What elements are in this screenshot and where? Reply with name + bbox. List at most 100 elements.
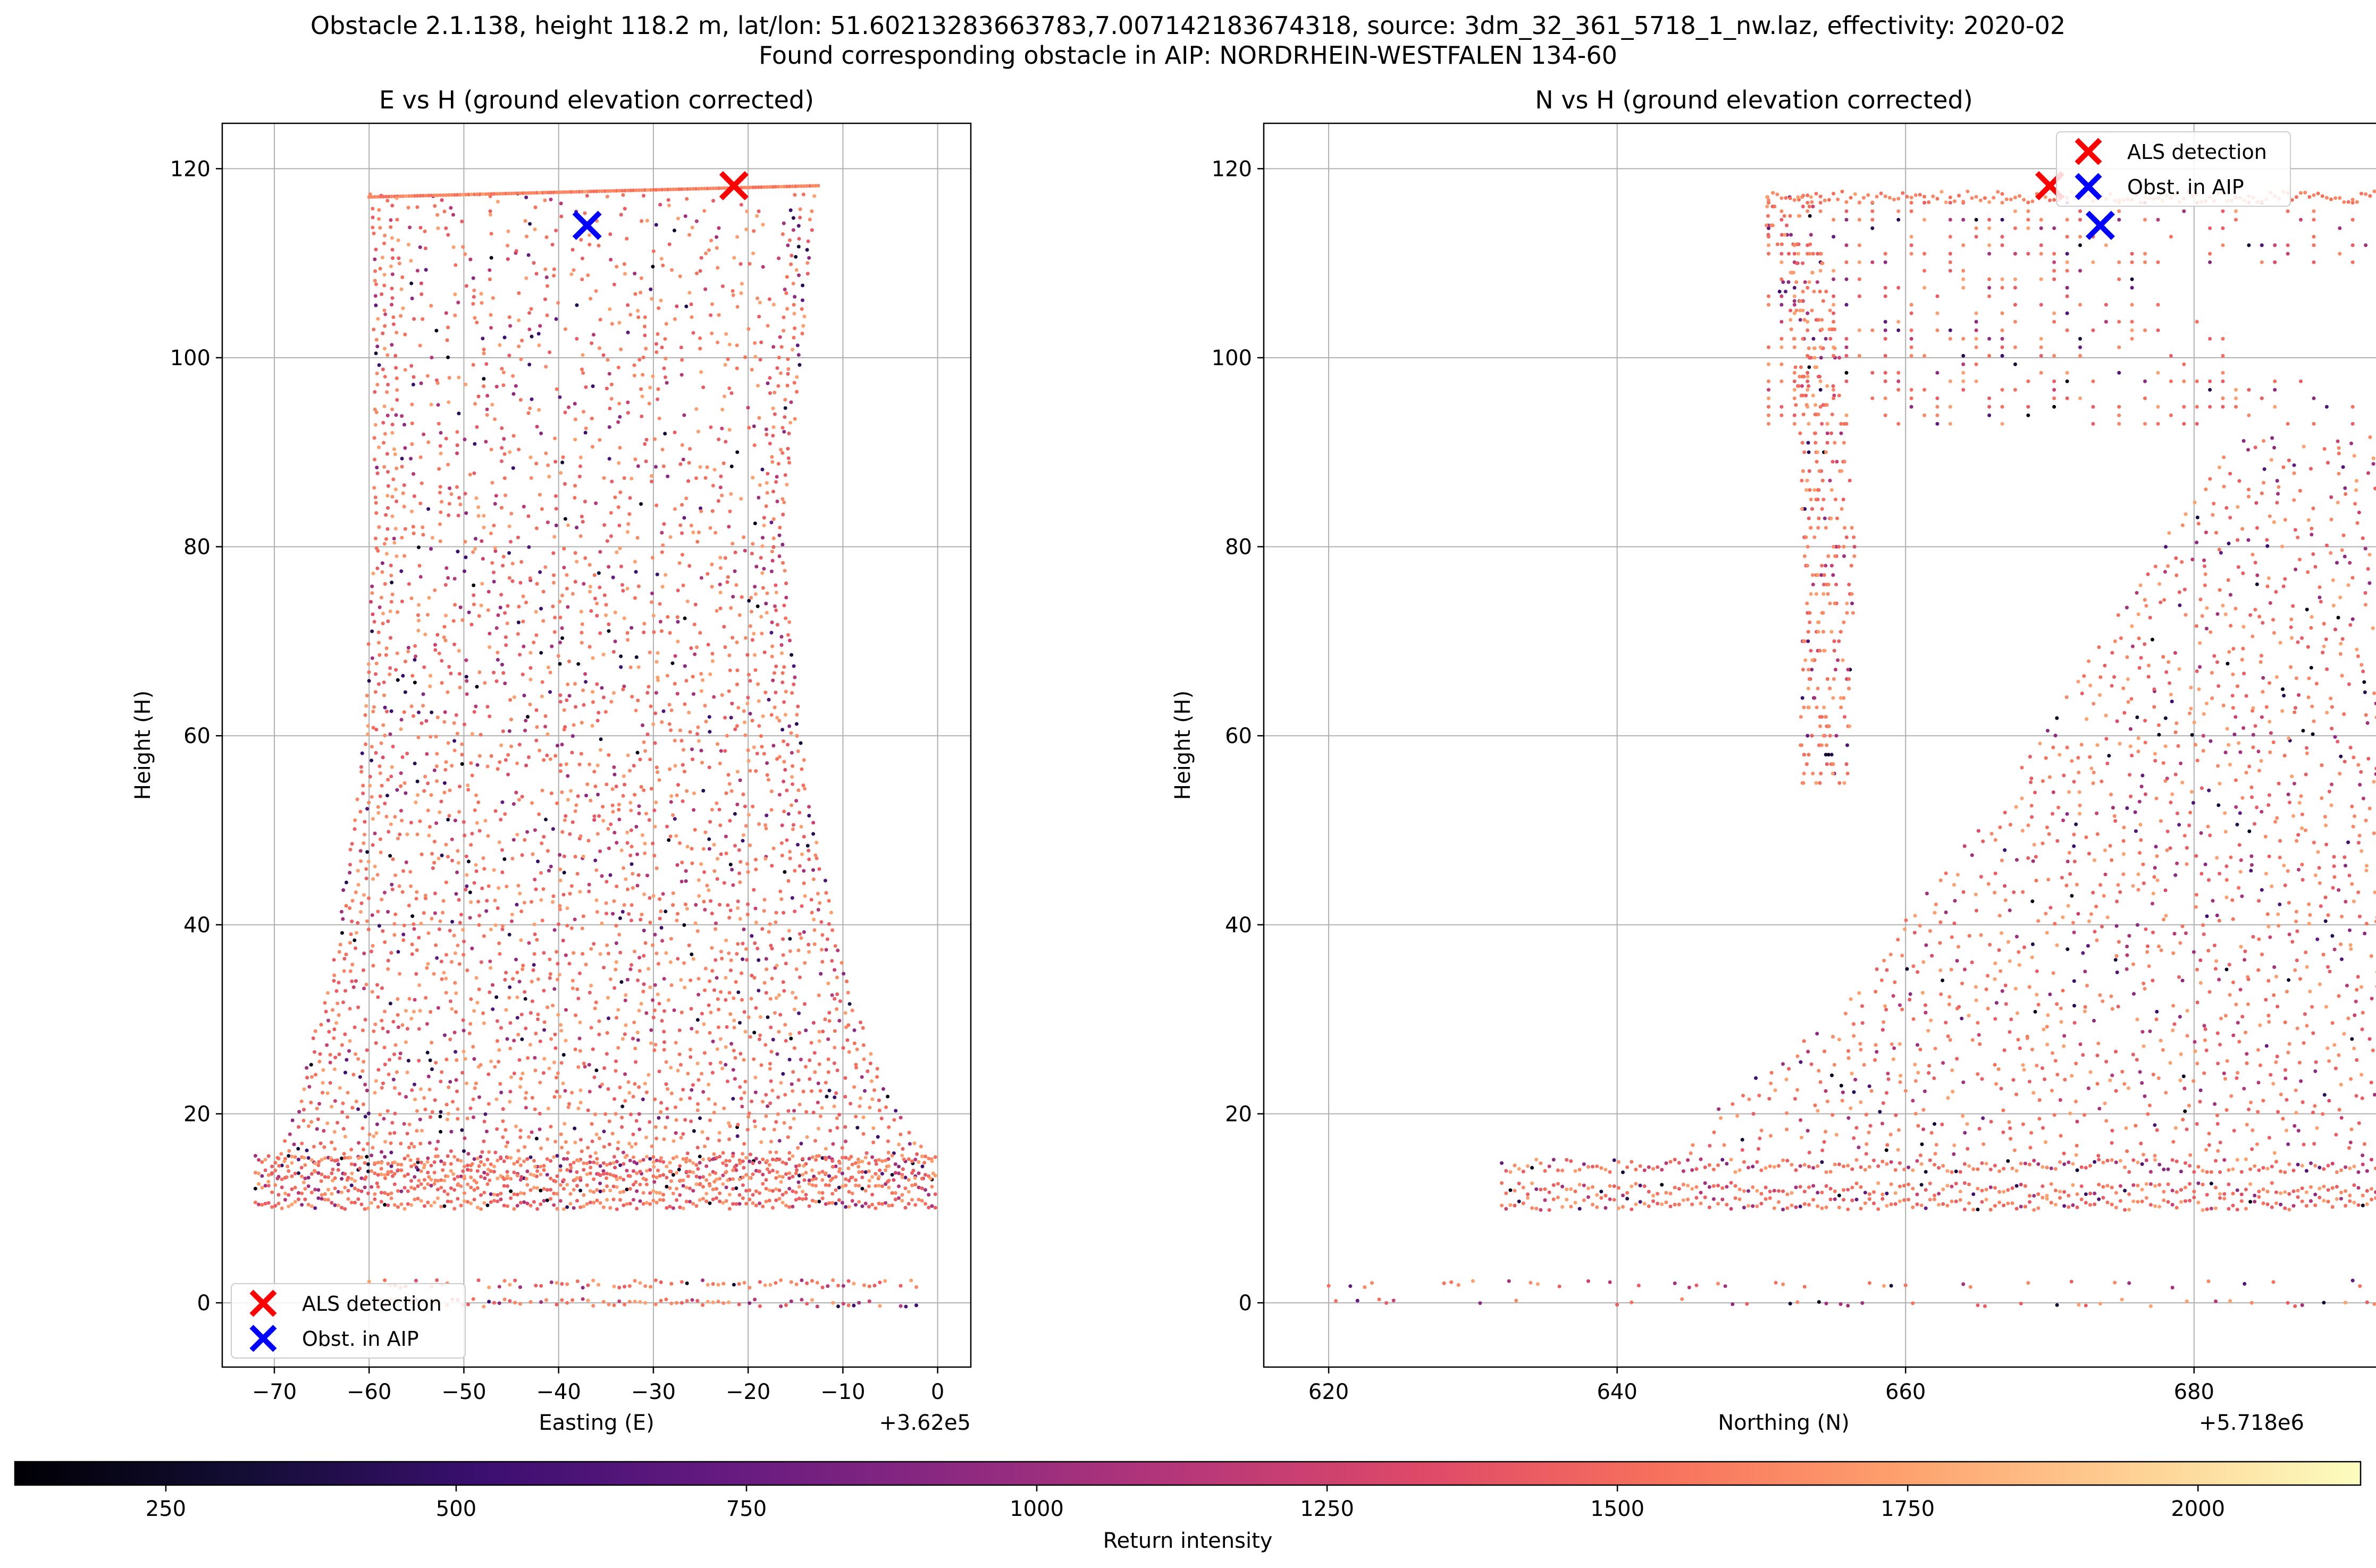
point-cloud-group [253,184,937,1308]
plot-frame [1263,122,2376,1368]
point-cloud-group [1326,189,2376,1305]
point-cloud-group [253,183,934,1308]
point-cloud-group [1844,370,2340,1152]
x-axis-offset: +5.718e6 [2199,1411,2304,1435]
point-cloud-group [1363,189,2376,1306]
figure-suptitle-line1: Obstacle 2.1.138, height 118.2 m, lat/lo… [310,11,2066,40]
colorbar-tick-label: 250 [146,1497,186,1521]
aip-obstacle-marker [572,210,602,240]
colorbar: 250 500 750 1000 1250 1500 1750 2000 Return int… [14,1461,2362,1553]
y-tick-label: 0 [197,1291,211,1316]
y-tick-label: 40 [1225,913,1252,938]
point-cloud-group [1348,200,2355,1303]
colorbar-tick-label: 750 [726,1497,767,1521]
legend-label-als: ALS detection [2127,140,2267,164]
x-tick-label: −50 [441,1380,486,1404]
y-tick-label: 40 [183,913,211,938]
als-detection-marker [719,171,749,200]
colorbar-tick-label: 2000 [2171,1497,2225,1521]
chart-title: N vs H (ground elevation corrected) [1535,86,1972,114]
y-axis-label: Height (H) [1171,690,1195,800]
y-tick-label: 100 [170,346,211,370]
x-axis-ticks: 620640660680700720 [1308,1367,2214,1404]
point-cloud-group [1508,200,2366,1304]
x-tick-label: −20 [726,1380,770,1404]
point-cloud-group [257,184,937,1309]
legend-frame [231,1283,466,1359]
y-tick-label: 120 [170,157,211,181]
colorbar-label: Return intensity [1103,1529,1273,1553]
point-cloud-group [1852,260,2372,1196]
x-tick-label: 620 [1308,1380,1349,1404]
colorbar-tick-label: 1250 [1300,1497,1354,1521]
x-tick-label: 640 [1597,1380,1637,1404]
chart-title: E vs H (ground elevation corrected) [379,86,814,114]
legend: ALS detection Obst. in AIP [2056,131,2291,207]
point-cloud-group [287,191,915,1287]
point-cloud-group [280,198,896,1302]
point-cloud-group [260,194,918,1305]
marker-stroke [2085,210,2115,240]
point-cloud-group [257,218,903,1309]
legend-label-als: ALS detection [302,1292,442,1316]
point-cloud-group [1599,243,2354,1307]
legend-marker-als [2075,138,2102,165]
point-cloud-group [253,214,934,1305]
point-cloud-group [297,216,860,1309]
legend-marker-als [249,1289,277,1317]
point-cloud-group [1517,217,2367,1203]
point-cloud-group [253,256,934,1285]
point-cloud [1326,189,2376,1308]
point-cloud-group [1391,205,2376,1303]
point-cloud-group [1638,243,2345,1286]
grid-lines [1264,123,2376,1367]
legend-marker-aip [2075,173,2102,200]
legend-label-aip: Obst. in AIP [302,1327,419,1351]
x-axis-offset: +3.62e5 [879,1411,971,1435]
x-tick-label: −40 [536,1380,581,1404]
colorbar-tick-label: 500 [436,1497,476,1521]
x-axis-ticks: −70 −60 −50 −40 −30 −20 −10 0 [252,1367,944,1404]
point-cloud-group [297,195,848,1210]
legend-frame [2056,131,2291,207]
legend-marker-aip [249,1325,277,1352]
marker-stroke [719,171,749,200]
plot-frame [221,122,972,1368]
chart-n-vs-h: N vs H (ground elevation corrected) 620 6… [1171,86,2376,1435]
x-tick-label: −30 [631,1380,676,1404]
figure-suptitle-line2: Found corresponding obstacle in AIP: NOR… [759,41,1617,70]
point-cloud-group [1478,195,2372,1306]
aip-obstacle-marker [2085,210,2115,240]
y-tick-label: 20 [1225,1102,1252,1126]
x-tick-label: −60 [347,1380,391,1404]
y-axis-label: Height (H) [131,690,155,800]
grid-lines [222,123,971,1367]
legend: ALS detection Obst. in AIP [231,1283,466,1359]
marker-layer [572,171,749,240]
point-cloud-group [263,192,937,1308]
colorbar-ticks: 250 500 750 1000 1250 1500 1750 2000 [146,1485,2225,1521]
x-tick-label: 0 [931,1380,944,1404]
y-tick-label: 120 [1212,157,1252,181]
x-tick-label: 680 [2174,1380,2214,1404]
marker-stroke [572,210,602,240]
y-tick-label: 80 [183,535,211,560]
chart-e-vs-h: E vs H (ground elevation corrected) −70−… [131,86,972,1435]
point-cloud-group [1384,200,2376,1308]
point-cloud-group [1543,217,2365,1303]
x-axis-label: Easting (E) [539,1411,654,1435]
y-tick-label: 100 [1212,346,1252,370]
point-cloud-group [306,224,908,1309]
colorbar-gradient [14,1461,2362,1486]
point-cloud-group [1471,190,2376,1308]
legend-label-aip: Obst. in AIP [2127,175,2244,199]
x-tick-label: 660 [1885,1380,1926,1404]
y-axis-ticks: 0 20 40 60 80 100 120 [170,157,222,1316]
colorbar-tick-label: 1750 [1880,1497,1935,1521]
y-tick-label: 0 [1239,1291,1252,1316]
colorbar-tick-label: 1500 [1590,1497,1644,1521]
x-tick-label: −10 [820,1380,865,1404]
point-cloud-group [1507,200,2376,1308]
x-tick-label: −70 [252,1380,297,1404]
